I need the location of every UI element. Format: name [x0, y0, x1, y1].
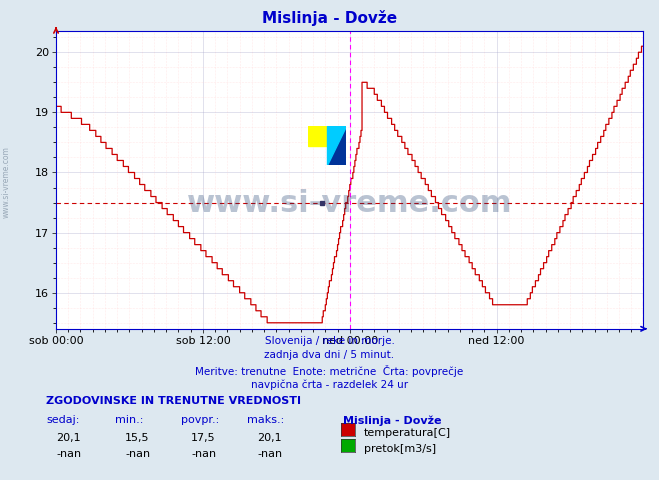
Bar [308, 126, 328, 146]
Text: maks.:: maks.: [247, 415, 285, 425]
Text: temperatura[C]: temperatura[C] [364, 429, 451, 438]
Text: 15,5: 15,5 [125, 433, 150, 444]
Text: zadnja dva dni / 5 minut.: zadnja dva dni / 5 minut. [264, 350, 395, 360]
Text: www.si-vreme.com: www.si-vreme.com [186, 189, 512, 218]
Text: navpična črta - razdelek 24 ur: navpična črta - razdelek 24 ur [251, 379, 408, 390]
Text: pretok[m3/s]: pretok[m3/s] [364, 444, 436, 454]
Text: Mislinja - Dovže: Mislinja - Dovže [343, 415, 441, 426]
Text: min.:: min.: [115, 415, 144, 425]
Polygon shape [328, 126, 347, 165]
Text: -nan: -nan [56, 449, 81, 459]
Text: Slovenija / reke in morje.: Slovenija / reke in morje. [264, 336, 395, 346]
Polygon shape [328, 126, 347, 165]
Text: Meritve: trenutne  Enote: metrične  Črta: povprečje: Meritve: trenutne Enote: metrične Črta: … [195, 365, 464, 377]
Text: ZGODOVINSKE IN TRENUTNE VREDNOSTI: ZGODOVINSKE IN TRENUTNE VREDNOSTI [46, 396, 301, 406]
Text: povpr.:: povpr.: [181, 415, 219, 425]
Text: -nan: -nan [257, 449, 282, 459]
Text: -nan: -nan [191, 449, 216, 459]
Text: 20,1: 20,1 [257, 433, 281, 444]
Text: 20,1: 20,1 [56, 433, 80, 444]
Text: -nan: -nan [125, 449, 150, 459]
Text: 17,5: 17,5 [191, 433, 215, 444]
Text: Mislinja - Dovže: Mislinja - Dovže [262, 10, 397, 26]
Text: www.si-vreme.com: www.si-vreme.com [2, 146, 11, 218]
Text: sedaj:: sedaj: [46, 415, 80, 425]
